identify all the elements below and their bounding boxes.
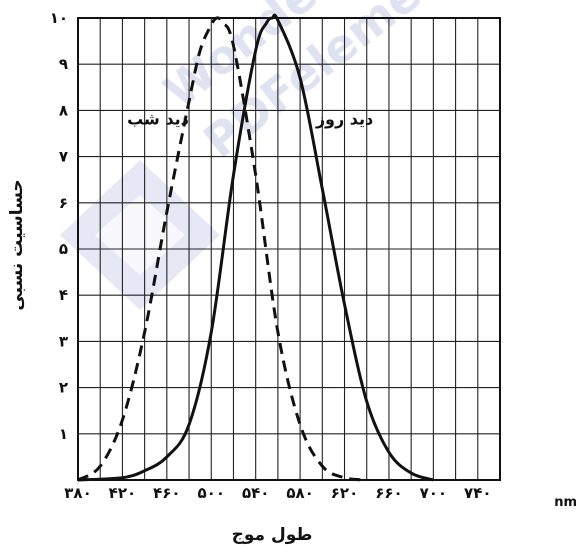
y-tick-label: ۸ (59, 101, 68, 119)
y-tick-label: ۱ (59, 425, 68, 443)
x-tick-label: ۵۴۰ (242, 484, 269, 502)
x-tick-labels: ۳۸۰ ۴۲۰ ۴۶۰ ۵۰۰ ۵۴۰ ۵۸۰ ۶۲۰ ۶۶۰ ۷۰۰ ۷۴۰ (64, 484, 491, 502)
y-tick-label: ۷ (59, 148, 68, 166)
y-tick-label: ۳ (59, 332, 68, 350)
series-line-0 (77, 16, 367, 482)
y-axis-title: حساسیت نسبی (7, 179, 27, 310)
annotation-label: دید شب (127, 109, 189, 128)
x-tick-label: ۶۲۰ (331, 484, 358, 502)
x-tick-label: ۷۴۰ (464, 484, 491, 502)
y-tick-label: ۶ (59, 194, 68, 212)
y-tick-labels: ۱ ۲ ۳ ۴ ۵ ۶ ۷ ۸ ۹ ۱۰ (50, 9, 68, 443)
series-line-1 (77, 13, 434, 482)
x-tick-label: ۶۶۰ (375, 484, 402, 502)
series-layer (77, 13, 434, 482)
x-tick-label: ۵۰۰ (198, 484, 225, 502)
x-tick-label: ۷۰۰ (420, 484, 447, 502)
y-tick-label: ۴ (59, 286, 68, 304)
x-tick-label: ۴۶۰ (153, 484, 180, 502)
x-unit-label: nm (554, 495, 577, 510)
plot-frame (77, 17, 501, 481)
x-tick-label: ۴۲۰ (109, 484, 136, 502)
y-tick-label: ۹ (59, 55, 68, 73)
y-tick-label: ۱۰ (50, 9, 68, 27)
x-tick-label: ۳۸۰ (64, 484, 91, 502)
x-axis-title: طول موج (232, 525, 313, 545)
x-tick-label: ۵۸۰ (286, 484, 313, 502)
annotation-label: دید روز (315, 109, 373, 128)
annotations: دید شب دید روز (127, 109, 373, 128)
y-tick-label: ۵ (59, 240, 68, 258)
y-tick-label: ۲ (59, 379, 68, 397)
